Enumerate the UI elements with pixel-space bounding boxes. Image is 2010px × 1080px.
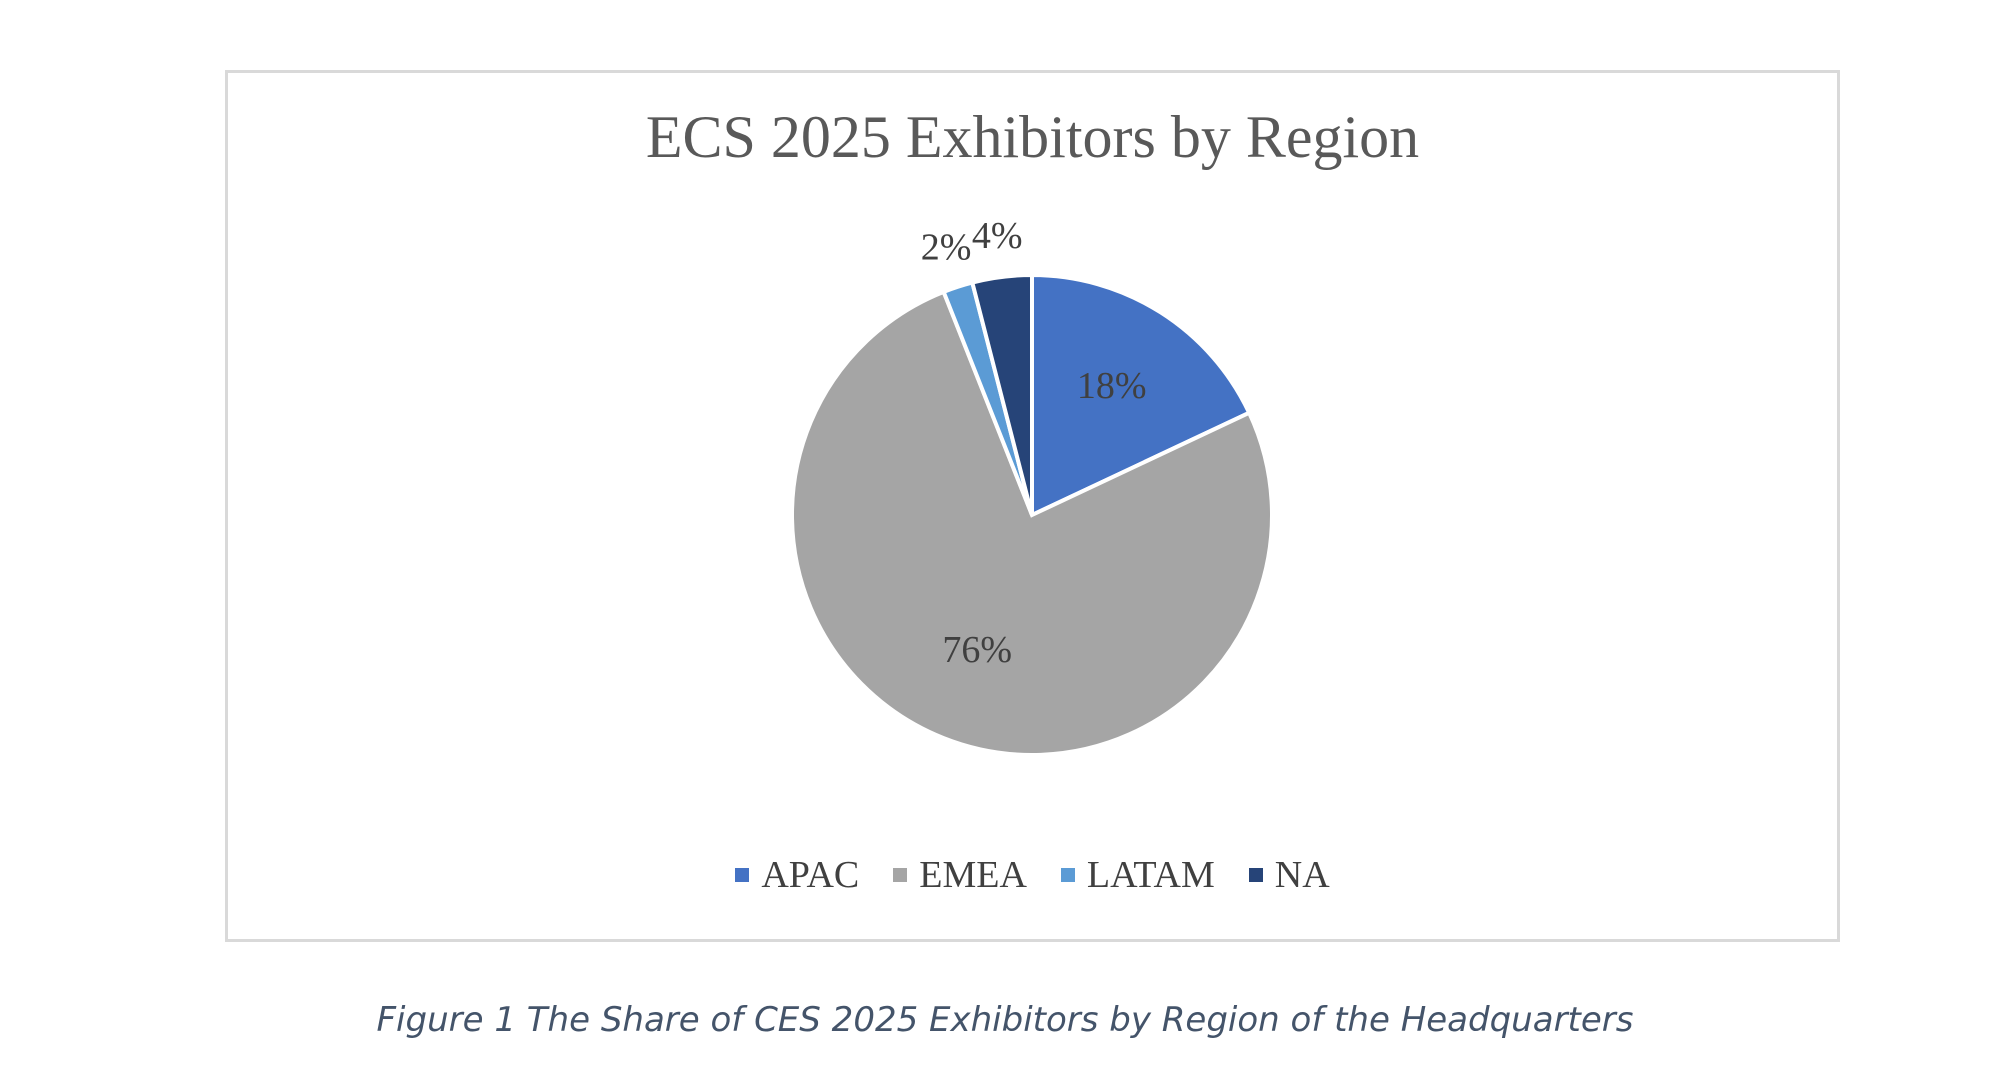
legend: APAC EMEA LATAM NA xyxy=(228,853,1837,897)
data-label-apac: 18% xyxy=(1077,365,1147,407)
legend-item-emea: EMEA xyxy=(893,853,1027,897)
pie-slice-apac xyxy=(1030,272,1252,519)
data-label-na: 4% xyxy=(972,215,1023,257)
chart-title: ECS 2025 Exhibitors by Region xyxy=(645,104,1420,170)
legend-label-emea: EMEA xyxy=(919,854,1027,896)
pie-slice-emea xyxy=(790,289,1274,757)
legend-item-apac: APAC xyxy=(735,853,859,897)
legend-item-na: NA xyxy=(1248,853,1330,897)
legend-swatch-na xyxy=(1248,868,1263,882)
data-label-latam: 2% xyxy=(921,226,972,268)
legend-label-apac: APAC xyxy=(761,854,860,896)
legend-swatch-apac xyxy=(735,868,750,882)
pie-chart: 18% 76% 2% 4% xyxy=(790,215,1274,757)
pie-slice-na xyxy=(969,272,1034,516)
figure-caption: Figure 1 The Share of CES 2025 Exhibitor… xyxy=(376,1000,1634,1040)
legend-item-latam: LATAM xyxy=(1060,853,1215,897)
legend-swatch-latam xyxy=(1060,868,1075,882)
legend-label-latam: LATAM xyxy=(1086,854,1215,896)
data-label-emea: 76% xyxy=(942,629,1012,671)
legend-label-na: NA xyxy=(1274,854,1330,896)
legend-swatch-emea xyxy=(893,868,908,882)
chart-frame: ECS 2025 Exhibitors by Region 18% 76% 2% 4%… xyxy=(225,70,1840,942)
